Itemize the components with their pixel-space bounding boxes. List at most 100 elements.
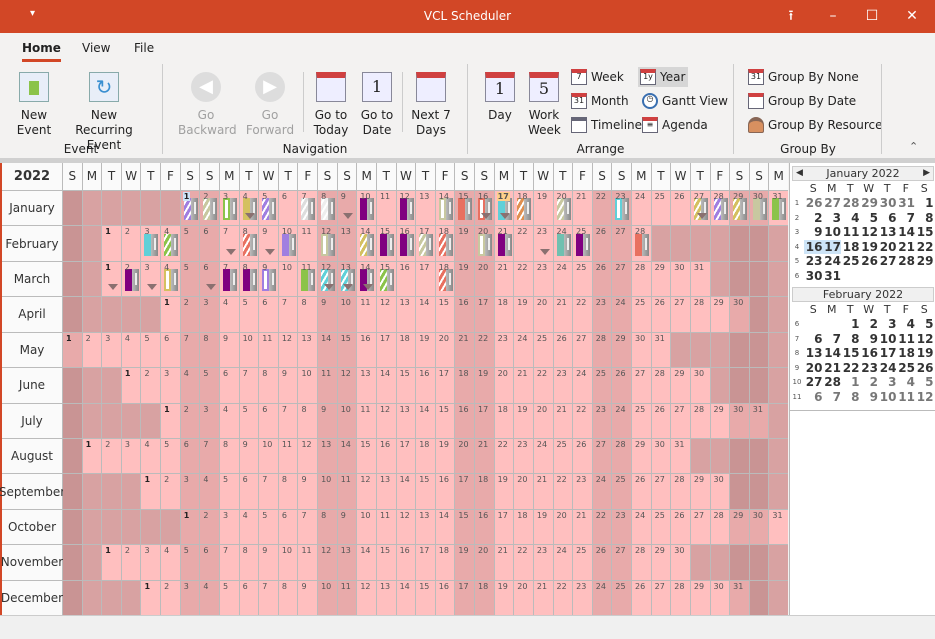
prev-month-arrow-icon[interactable]: ◀ xyxy=(796,168,803,178)
day-cell[interactable]: 20 xyxy=(475,261,494,297)
day-cell[interactable]: 14 xyxy=(416,297,435,332)
day-cell[interactable]: 3 xyxy=(161,368,180,403)
day-cell[interactable]: 30 xyxy=(671,261,690,297)
day-cell[interactable]: 5 xyxy=(259,191,278,226)
day-cell[interactable]: 5 xyxy=(180,226,200,261)
day-cell[interactable]: 5 xyxy=(259,509,278,545)
day-cell[interactable]: 11 xyxy=(376,509,396,545)
day-cell[interactable]: 5 xyxy=(239,297,259,332)
event-marker[interactable] xyxy=(497,198,512,221)
day-cell[interactable]: 8 xyxy=(318,191,337,226)
day-cell[interactable]: 28 xyxy=(690,403,710,438)
more-events-arrow-icon[interactable] xyxy=(323,284,334,291)
event-marker[interactable] xyxy=(242,233,257,256)
day-cell[interactable]: 10 xyxy=(278,261,298,297)
day-cell[interactable]: 30 xyxy=(749,191,769,226)
day-cell[interactable]: 13 xyxy=(298,332,318,368)
event-marker[interactable] xyxy=(615,198,630,221)
day-cell[interactable]: 12 xyxy=(376,297,396,332)
day-cell[interactable]: 25 xyxy=(632,297,651,332)
day-cell[interactable]: 22 xyxy=(553,474,573,509)
day-cell[interactable]: 30 xyxy=(710,474,730,509)
event-marker[interactable] xyxy=(733,198,748,221)
day-cell[interactable]: 19 xyxy=(533,191,553,226)
day-cell[interactable]: 26 xyxy=(553,332,573,368)
day-cell[interactable]: 23 xyxy=(533,261,553,297)
day-cell[interactable]: 28 xyxy=(671,580,690,615)
event-marker[interactable] xyxy=(458,198,473,221)
day-cell[interactable]: 5 xyxy=(161,438,180,474)
day-cell[interactable]: 5 xyxy=(180,545,200,580)
mini-calendar-day[interactable]: 29 xyxy=(861,196,878,210)
day-cell[interactable]: 8 xyxy=(298,297,318,332)
day-cell[interactable]: 2 xyxy=(141,368,161,403)
mini-calendar-day[interactable]: 28 xyxy=(898,254,915,268)
week-view-button[interactable]: 7 Week xyxy=(569,67,627,87)
mini-calendar-day[interactable]: 4 xyxy=(851,210,860,225)
mini-calendar-day[interactable]: 23 xyxy=(861,360,878,375)
day-cell[interactable]: 16 xyxy=(396,226,416,261)
more-events-arrow-icon[interactable] xyxy=(480,213,491,220)
mini-calendar-day[interactable]: 6 xyxy=(814,389,823,404)
day-cell[interactable]: 1 xyxy=(161,297,180,332)
day-cell[interactable]: 25 xyxy=(651,509,671,545)
mini-calendar-day[interactable]: 13 xyxy=(879,225,897,239)
day-cell[interactable]: 1 xyxy=(180,191,200,226)
day-cell[interactable]: 27 xyxy=(612,226,632,261)
day-cell[interactable]: 23 xyxy=(533,226,553,261)
day-cell[interactable]: 8 xyxy=(259,368,278,403)
day-cell[interactable]: 8 xyxy=(219,438,239,474)
day-cell[interactable]: 9 xyxy=(298,474,318,509)
day-cell[interactable]: 26 xyxy=(632,580,651,615)
day-cell[interactable]: 11 xyxy=(298,226,318,261)
day-cell[interactable]: 9 xyxy=(278,368,298,403)
day-cell[interactable]: 29 xyxy=(730,191,749,226)
more-events-arrow-icon[interactable] xyxy=(539,248,550,255)
day-cell[interactable]: 15 xyxy=(396,368,416,403)
day-cell[interactable]: 1 xyxy=(141,474,161,509)
day-cell[interactable]: 11 xyxy=(337,580,357,615)
day-cell[interactable]: 10 xyxy=(357,191,376,226)
day-cell[interactable]: 23 xyxy=(612,191,632,226)
day-cell[interactable]: 20 xyxy=(475,226,494,261)
day-cell[interactable]: 26 xyxy=(651,297,671,332)
mini-calendar-day[interactable]: 3 xyxy=(888,317,897,331)
day-cell[interactable]: 13 xyxy=(396,403,416,438)
day-cell[interactable]: 4 xyxy=(121,332,141,368)
day-cell[interactable]: 19 xyxy=(533,509,553,545)
mini-calendar-day[interactable]: 14 xyxy=(824,346,841,360)
day-cell[interactable]: 24 xyxy=(553,226,573,261)
day-cell[interactable]: 1 xyxy=(102,261,121,297)
day-cell[interactable]: 1 xyxy=(180,509,200,545)
day-cell[interactable]: 31 xyxy=(749,403,769,438)
event-marker[interactable] xyxy=(517,198,532,221)
mini-calendar-day[interactable]: 4 xyxy=(906,317,915,331)
mini-calendar-day[interactable]: 12 xyxy=(861,225,878,239)
day-cell[interactable]: 14 xyxy=(318,332,337,368)
day-cell[interactable]: 25 xyxy=(612,474,632,509)
day-cell[interactable]: 24 xyxy=(592,474,612,509)
month-label[interactable]: September xyxy=(0,474,65,509)
day-cell[interactable]: 20 xyxy=(455,438,475,474)
mini-calendar-day[interactable]: 14 xyxy=(898,225,915,239)
day-cell[interactable]: 4 xyxy=(200,474,219,509)
mini-calendar-day[interactable]: 8 xyxy=(925,210,934,225)
day-cell[interactable]: 18 xyxy=(396,332,416,368)
mini-calendar-day[interactable]: 27 xyxy=(824,196,841,210)
day-cell[interactable]: 25 xyxy=(553,438,573,474)
more-events-arrow-icon[interactable] xyxy=(147,284,158,291)
day-cell[interactable]: 6 xyxy=(239,580,259,615)
day-cell[interactable]: 29 xyxy=(710,297,730,332)
day-cell[interactable]: 18 xyxy=(494,297,514,332)
day-cell[interactable]: 24 xyxy=(553,261,573,297)
day-cell[interactable]: 4 xyxy=(180,368,200,403)
event-marker[interactable] xyxy=(281,233,296,256)
day-cell[interactable]: 4 xyxy=(219,403,239,438)
day-cell[interactable]: 22 xyxy=(533,368,553,403)
day-cell[interactable]: 16 xyxy=(357,332,376,368)
mini-calendar-day[interactable]: 1 xyxy=(925,196,934,210)
day-cell[interactable]: 28 xyxy=(651,368,671,403)
day-cell[interactable]: 16 xyxy=(455,297,475,332)
day-cell[interactable]: 16 xyxy=(475,509,494,545)
event-marker[interactable] xyxy=(438,269,453,292)
